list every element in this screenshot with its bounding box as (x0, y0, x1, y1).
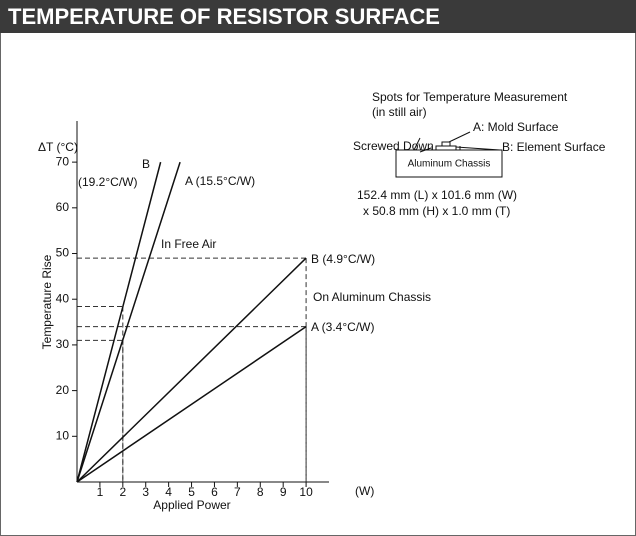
resistor-mold (441, 141, 451, 147)
inset-text: Spots for Temperature Measurement (372, 90, 568, 104)
series-label: A (15.5°C/W) (185, 174, 255, 188)
arrow (448, 131, 471, 143)
x-tick-label: 5 (188, 485, 195, 499)
x-tick-label: 6 (211, 485, 218, 499)
y-tick-label: 40 (56, 291, 70, 305)
arrow (419, 147, 432, 153)
series-line (76, 326, 307, 483)
y-unit: ΔT (°C) (38, 140, 78, 154)
series-line (76, 257, 307, 483)
x-tick-label: 8 (257, 485, 264, 499)
series-label: (19.2°C/W) (78, 175, 137, 189)
series-line (76, 161, 162, 483)
x-tick-label: 10 (299, 485, 313, 499)
x-tick-label: 4 (165, 485, 172, 499)
x-tick-label: 3 (142, 485, 149, 499)
y-axis-label: Temperature Rise (40, 254, 54, 349)
inset-text: x 50.8 mm (H) x 1.0 mm (T) (363, 204, 510, 218)
series-label: B (142, 157, 150, 171)
series-label: B (4.9°C/W) (311, 252, 375, 266)
y-tick-label: 10 (56, 428, 70, 442)
header-bar (0, 0, 636, 33)
inset-text: 152.4 mm (L) x 101.6 mm (W) (357, 188, 517, 202)
series-label: A (3.4°C/W) (311, 320, 374, 334)
series-line (76, 161, 181, 483)
inset-text: B: Element Surface (502, 140, 606, 154)
inset-text: (in still air) (372, 105, 427, 119)
x-tick-label: 1 (97, 485, 104, 499)
x-tick-label: 9 (280, 485, 287, 499)
annotation: In Free Air (161, 237, 216, 251)
inset-text: Aluminum Chassis (408, 159, 491, 170)
x-unit: (W) (355, 484, 374, 498)
inset-text: A: Mold Surface (473, 120, 559, 134)
inset: Spots for Temperature Measurement (in st… (353, 90, 606, 218)
arrow (455, 146, 501, 151)
y-tick-label: 20 (56, 383, 70, 397)
arrow (413, 137, 421, 151)
x-tick-label: 7 (234, 485, 241, 499)
chart-title: TEMPERATURE OF RESISTOR SURFACE (8, 4, 440, 29)
x-tick-label: 2 (119, 485, 126, 499)
y-tick-label: 70 (56, 154, 70, 168)
y-tick-label: 60 (56, 200, 70, 214)
y-tick-label: 50 (56, 246, 70, 260)
annotation: On Aluminum Chassis (313, 290, 431, 304)
x-axis-label: Applied Power (153, 498, 230, 512)
y-tick-label: 30 (56, 337, 70, 351)
